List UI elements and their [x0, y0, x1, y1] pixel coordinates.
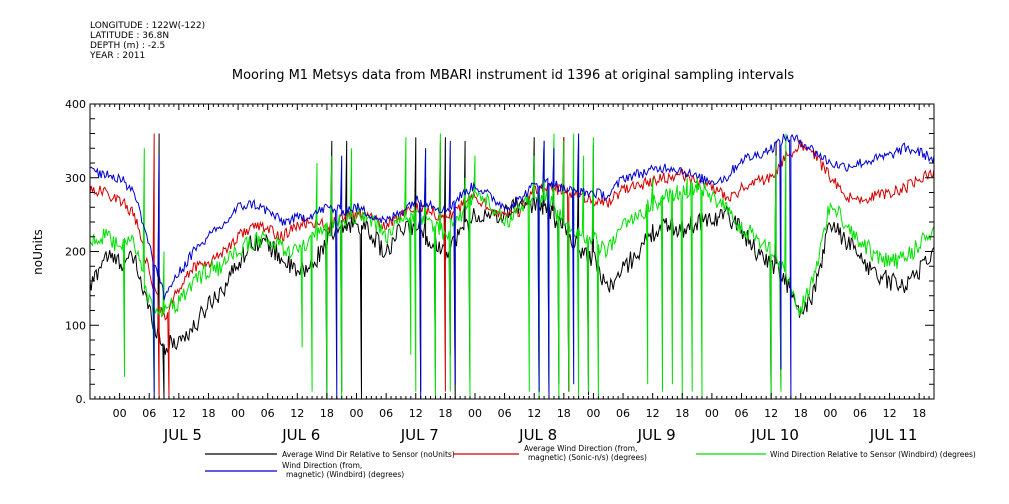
x-tick-label: 12 [172, 407, 186, 420]
x-tick-label: 12 [646, 407, 660, 420]
y-tick-label: 100 [65, 319, 86, 332]
legend-label: Average Wind Direction (from, [524, 444, 637, 453]
x-tick-label: 06 [261, 407, 275, 420]
legend: Average Wind Dir Relative to Sensor (noU… [205, 444, 976, 479]
x-tick-label: 00 [231, 407, 245, 420]
x-day-label: JUL 8 [518, 426, 557, 444]
y-tick-label: 0. [76, 393, 87, 406]
x-tick-label: 12 [290, 407, 304, 420]
x-tick-label: 06 [379, 407, 393, 420]
x-tick-label: 06 [616, 407, 630, 420]
x-tick-label: 00 [823, 407, 837, 420]
x-tick-label: 12 [527, 407, 541, 420]
x-tick-label: 06 [735, 407, 749, 420]
x-tick-label: 00 [350, 407, 364, 420]
series-line-red [89, 133, 935, 400]
legend-label: magnetic) (Windbird) (degrees) [286, 470, 404, 479]
metadata-block: LONGITUDE : 122W(-122) LATITUDE : 36.8N … [90, 21, 205, 61]
x-tick-label: 18 [675, 407, 689, 420]
meta-depth: DEPTH (m) : -2.5 [90, 41, 166, 51]
x-day-label: JUL 9 [637, 426, 676, 444]
x-tick-label: 00 [586, 407, 600, 420]
y-tick-label: 200 [65, 246, 86, 259]
legend-label: Wind Direction (from, [282, 461, 362, 470]
x-tick-label: 06 [142, 407, 156, 420]
x-day-label: JUL 5 [163, 426, 202, 444]
x-tick-label: 18 [320, 407, 334, 420]
series-line-green [89, 133, 935, 400]
series-line-blue [89, 133, 935, 400]
x-tick-label: 18 [557, 407, 571, 420]
meta-year: YEAR : 2011 [90, 51, 146, 61]
x-tick-label: 12 [409, 407, 423, 420]
x-tick-label: 12 [883, 407, 897, 420]
x-day-label: JUL 7 [400, 426, 439, 444]
y-axis-label: noUnits [31, 229, 45, 275]
x-tick-label: 18 [794, 407, 808, 420]
x-day-label: JUL 11 [869, 426, 918, 444]
y-tick-label: 300 [65, 172, 86, 185]
x-tick-label: 18 [438, 407, 452, 420]
legend-label: Wind Direction Relative to Sensor (Windb… [770, 450, 976, 459]
x-day-label: JUL 6 [281, 426, 320, 444]
y-tick-label: 400 [65, 98, 86, 111]
meta-latitude: LATITUDE : 36.8N [90, 31, 170, 41]
x-tick-label: 18 [912, 407, 926, 420]
x-tick-label: 00 [705, 407, 719, 420]
x-day-label: JUL 10 [750, 426, 799, 444]
x-tick-label: 00 [113, 407, 127, 420]
x-tick-label: 06 [498, 407, 512, 420]
meta-longitude: LONGITUDE : 122W(-122) [90, 21, 206, 31]
legend-label: Average Wind Dir Relative to Sensor (noU… [282, 450, 455, 459]
chart-title: Mooring M1 Metsys data from MBARI instru… [232, 68, 794, 83]
legend-label: magnetic) (Sonic-n/s) (degrees) [528, 453, 647, 462]
x-tick-label: 00 [468, 407, 482, 420]
axis-layer: 0. 100 200 300 400 00 06 12 18 00 06 12 18 00 06 12 18 00… [65, 98, 935, 444]
series-layer [89, 133, 935, 400]
x-tick-label: 18 [201, 407, 215, 420]
x-tick-label: 12 [764, 407, 778, 420]
x-tick-label: 06 [853, 407, 867, 420]
